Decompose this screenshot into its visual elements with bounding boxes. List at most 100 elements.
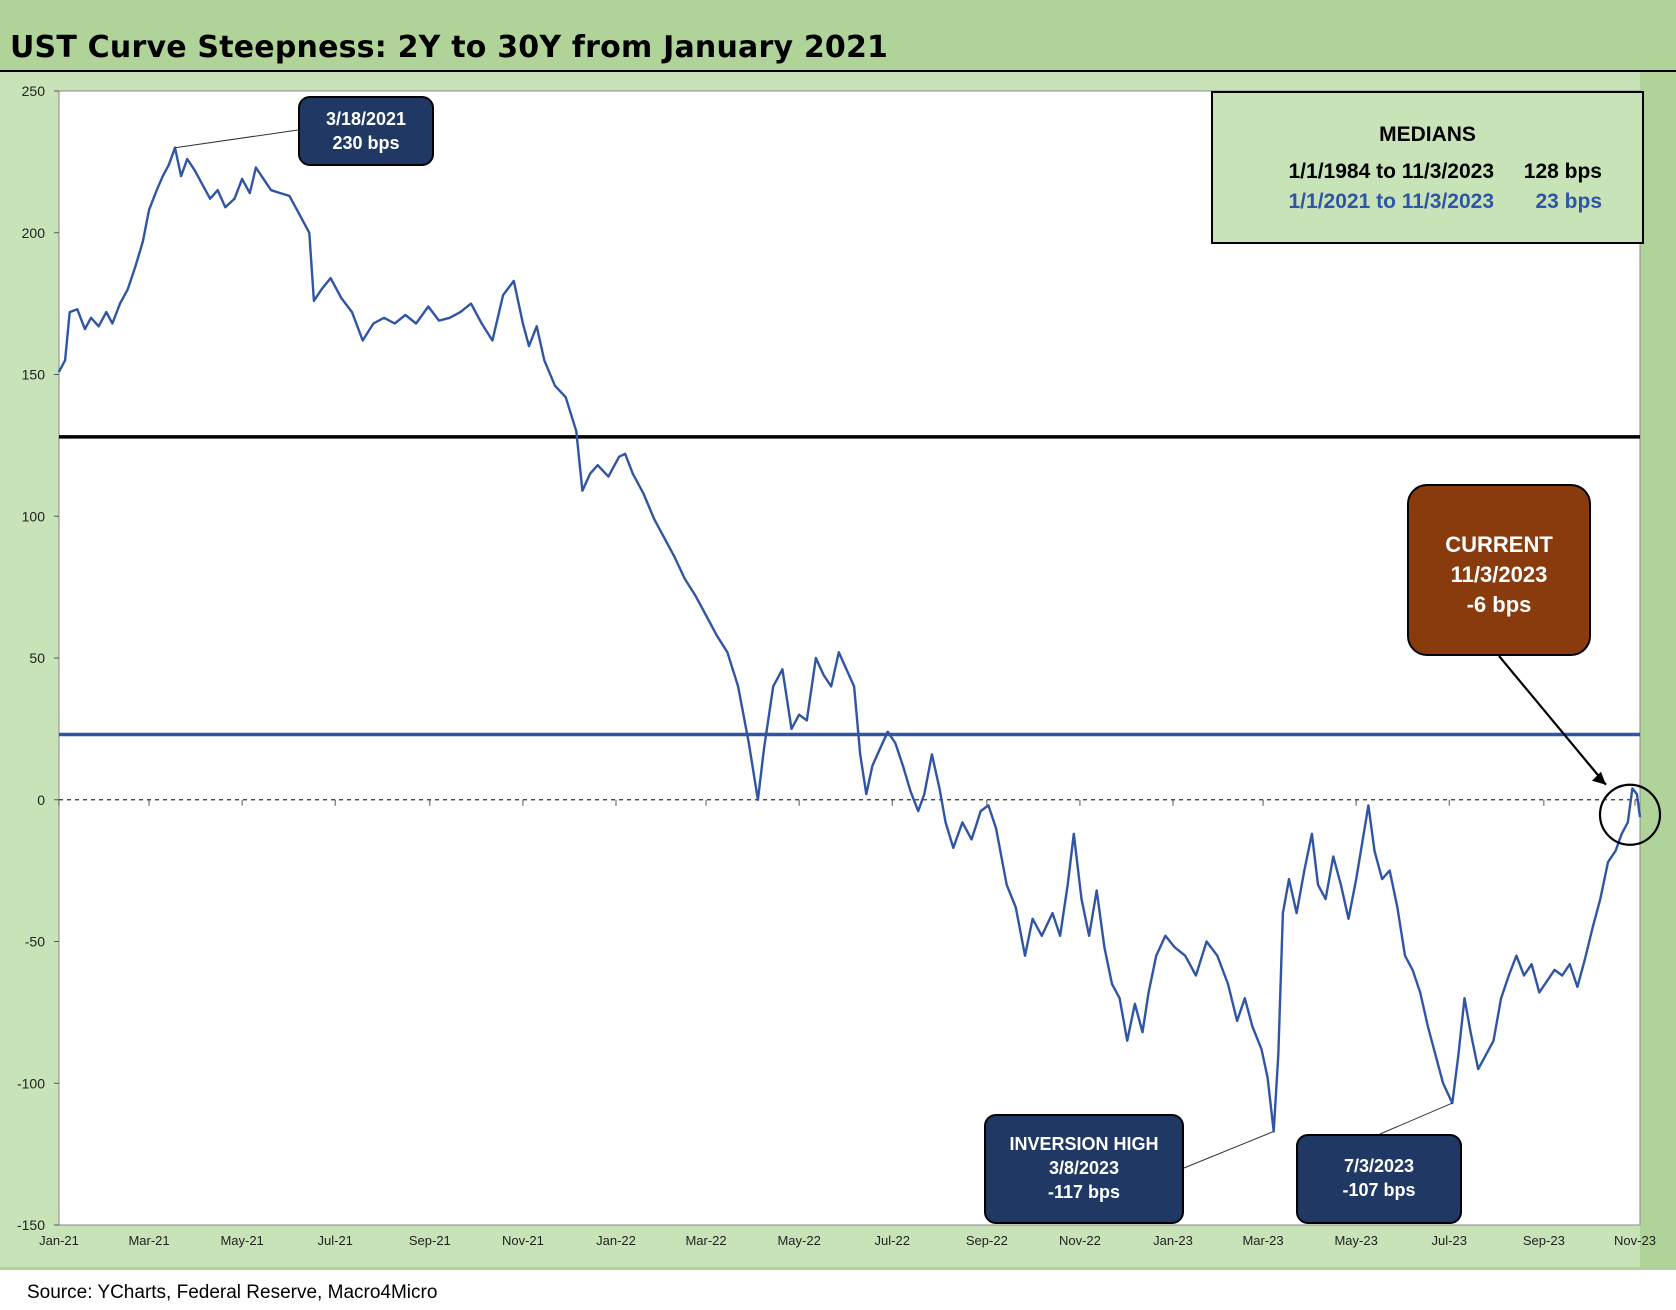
series-point: [201, 183, 204, 186]
medians-legend-box: MEDIANS 1/1/1984 to 11/3/2023 128 bps 1/…: [1211, 91, 1644, 244]
x-tick-label: Sep-22: [966, 1233, 1008, 1248]
series-point: [1303, 869, 1306, 872]
inversion-high-value: -117 bps: [1047, 1182, 1121, 1202]
series-point: [589, 472, 591, 475]
series-point: [1141, 1031, 1144, 1033]
y-tick-label: -150: [17, 1217, 45, 1233]
series-point: [119, 302, 121, 305]
series-point: [1111, 983, 1113, 985]
series-point: [1324, 898, 1327, 900]
series-point: [1591, 926, 1594, 929]
series-point: [134, 266, 137, 268]
series-point: [543, 359, 546, 362]
series-point: [737, 685, 739, 688]
series-point: [952, 847, 955, 849]
x-tick-label: Jan-22: [596, 1233, 636, 1248]
series-point: [1404, 954, 1406, 957]
x-tick-label: Nov-23: [1614, 1233, 1656, 1248]
series-point: [938, 787, 941, 790]
series-point: [68, 311, 71, 313]
series-point: [1080, 898, 1083, 900]
series-point: [838, 651, 840, 654]
y-tick-label: 200: [22, 225, 46, 241]
series-point: [313, 300, 315, 302]
series-point: [859, 753, 861, 756]
source-note: Source: YCharts, Federal Reserve, Macro4…: [27, 1282, 438, 1303]
series-point: [1227, 983, 1229, 985]
peak-callout-value: 230 bps: [332, 133, 400, 153]
series-point: [351, 311, 353, 313]
series-point: [1367, 804, 1370, 807]
current-highlight-circle: [1598, 783, 1662, 846]
series-point: [632, 472, 634, 475]
series-point: [383, 317, 385, 319]
series-point: [393, 322, 396, 325]
y-tick-label: 50: [29, 650, 45, 666]
series-point: [642, 492, 645, 495]
series-point: [1260, 1048, 1263, 1050]
series-point: [249, 192, 251, 194]
july-leader-line: [1379, 1102, 1453, 1135]
series-point: [427, 305, 430, 308]
series-point: [806, 719, 808, 722]
series-point: [894, 742, 897, 744]
series-point: [1288, 878, 1290, 880]
series-point: [683, 577, 686, 580]
series-point: [923, 793, 926, 795]
series-point: [302, 220, 305, 223]
y-tick-label: 0: [37, 792, 45, 808]
series-point: [1041, 935, 1043, 937]
series-point: [1631, 787, 1634, 790]
series-point: [1066, 884, 1069, 886]
series-point: [255, 166, 257, 169]
plot-background: [58, 90, 1641, 1226]
y-tick-label: -100: [17, 1075, 45, 1091]
source-bar: [0, 1270, 1676, 1310]
series-point: [1059, 935, 1061, 937]
series-point: [618, 455, 620, 458]
x-tick-label: Nov-21: [502, 1233, 544, 1248]
july-low-value: -107 bps: [1342, 1180, 1416, 1200]
median-range-recent: 1/1/2021 to 11/3/2023: [1288, 190, 1495, 213]
series-point: [1396, 906, 1399, 909]
series-point: [1508, 974, 1510, 977]
series-point: [1164, 935, 1167, 937]
series-point: [1031, 918, 1034, 920]
x-tick-label: Mar-22: [685, 1233, 726, 1248]
series-point: [879, 747, 881, 750]
series-point: [995, 827, 997, 829]
x-tick-label: May-21: [220, 1233, 263, 1248]
series-point: [1492, 1039, 1495, 1042]
series-point: [1636, 793, 1638, 795]
series-point: [1627, 821, 1629, 824]
series-point: [1576, 986, 1579, 988]
series-point: [1015, 906, 1017, 909]
series-point: [528, 345, 530, 347]
series-point: [480, 322, 483, 325]
series-point: [886, 730, 889, 733]
series-point: [329, 277, 332, 279]
series-point: [224, 206, 227, 208]
series-point: [148, 209, 150, 211]
series-point: [1538, 991, 1541, 994]
series-point: [76, 308, 79, 311]
series-point: [581, 489, 584, 492]
series-point: [781, 668, 784, 671]
series-point: [262, 178, 265, 180]
median-value-recent: 23 bps: [1535, 190, 1602, 213]
series-point: [757, 799, 759, 801]
series-point: [1088, 935, 1090, 937]
series-point: [340, 297, 343, 299]
july-low-callout: 7/3/2023 -107 bps: [1296, 1134, 1462, 1224]
inversion-high-date: 3/8/2023: [1048, 1158, 1120, 1178]
series-point: [1173, 946, 1176, 948]
series-point: [726, 651, 729, 654]
series-point: [111, 322, 114, 325]
series-point: [372, 322, 375, 325]
x-tick-label: Nov-22: [1059, 1233, 1101, 1248]
series-point: [459, 311, 462, 313]
series-point: [1388, 869, 1391, 872]
peak-callout-date: 3/18/2021: [325, 109, 407, 129]
series-layer: [57, 146, 1642, 1133]
